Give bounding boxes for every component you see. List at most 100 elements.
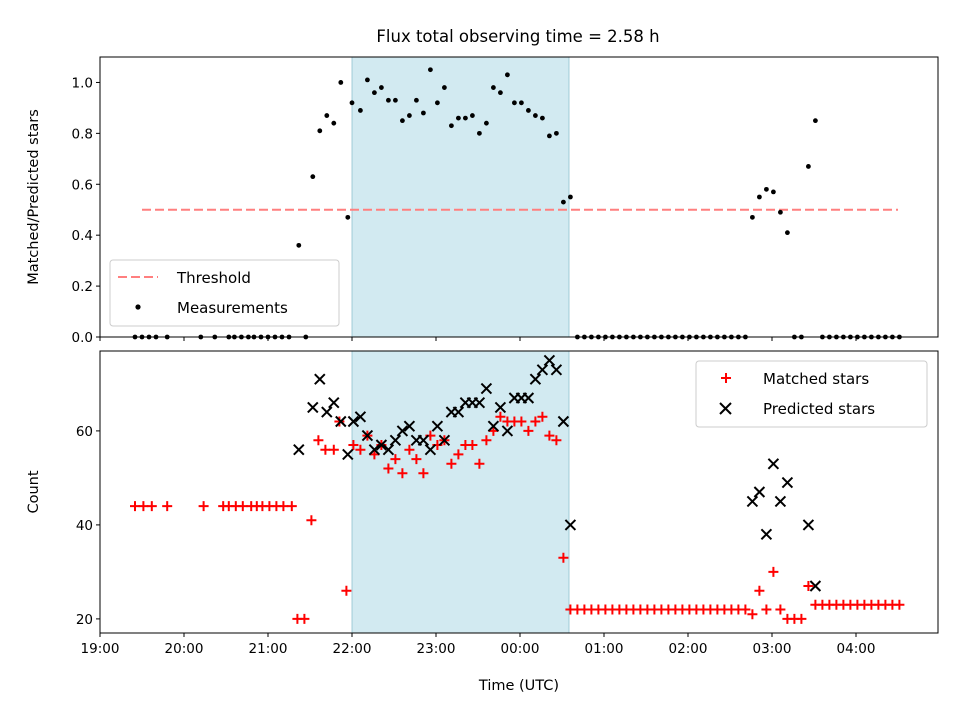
data-point	[306, 515, 317, 526]
data-point	[505, 72, 510, 78]
y-tick-label: 1.0	[72, 75, 93, 91]
y-tick-label: 0.4	[72, 228, 93, 244]
data-point	[331, 120, 337, 126]
data-point	[130, 501, 140, 512]
axes-frame	[99, 350, 939, 634]
data-point	[411, 454, 422, 465]
data-point	[418, 468, 429, 479]
data-point	[806, 164, 811, 169]
data-point	[328, 396, 340, 409]
y-tick-label: 40	[76, 518, 93, 534]
data-point	[365, 77, 370, 83]
y-tick-label: 0.6	[72, 177, 93, 193]
x-tick-label: 04:00	[837, 641, 876, 657]
data-point	[754, 585, 765, 596]
data-point	[313, 435, 324, 446]
data-point	[328, 444, 339, 455]
legend-predicted-swatch	[719, 402, 732, 415]
legend-bottom: Matched stars Predicted stars	[695, 360, 928, 428]
data-point	[438, 434, 451, 447]
data-point	[404, 444, 415, 455]
legend-measurement-label: Measurements	[177, 299, 288, 317]
legend-predicted-label: Predicted stars	[763, 400, 875, 418]
axes-frame	[99, 56, 939, 338]
chart-title: Flux total observing time = 2.58 h	[376, 27, 659, 46]
x-tick-label: 01:00	[585, 641, 624, 657]
data-point	[512, 100, 517, 106]
data-point	[335, 415, 347, 428]
data-point	[750, 214, 755, 220]
y-tick-label: 0.0	[72, 330, 93, 346]
data-point	[536, 364, 549, 376]
data-point	[802, 519, 815, 531]
shaded-interval	[352, 351, 569, 633]
data-point	[550, 364, 563, 376]
x-tick-label: 19:00	[81, 641, 120, 657]
data-point	[293, 443, 305, 456]
data-point	[349, 100, 355, 106]
data-point	[540, 115, 545, 121]
data-point	[383, 463, 394, 474]
y-tick-label: 0.2	[72, 279, 93, 295]
shaded-interval	[352, 57, 569, 337]
data-point	[533, 113, 538, 118]
data-point	[519, 100, 524, 106]
data-point	[296, 242, 302, 248]
data-point	[523, 425, 534, 436]
data-point	[809, 580, 822, 592]
data-point	[501, 425, 514, 437]
data-point	[414, 97, 419, 103]
top-panel: 0.0 0.2 0.4 0.6 0.8 1.0 Matched/Predicted star…	[26, 56, 939, 346]
data-point	[320, 444, 331, 455]
data-point	[796, 613, 807, 624]
legend-top: Threshold Measurements	[109, 259, 340, 327]
data-point	[386, 97, 391, 103]
data-point	[358, 108, 363, 113]
data-point	[481, 435, 492, 446]
x-tick-label: 23:00	[417, 641, 456, 657]
data-point	[379, 85, 384, 90]
data-point	[803, 581, 814, 591]
data-point	[372, 90, 377, 96]
data-point	[310, 174, 316, 180]
data-point	[470, 113, 475, 118]
data-point	[389, 434, 402, 447]
data-point	[746, 495, 759, 508]
data-point	[467, 440, 478, 450]
data-point	[368, 443, 381, 456]
data-point	[138, 501, 149, 512]
legend-threshold-label: Threshold	[176, 269, 251, 287]
x-tick-label: 03:00	[753, 641, 792, 657]
data-point	[491, 85, 496, 90]
legend-matched-label: Matched stars	[763, 370, 869, 388]
data-point	[393, 97, 398, 103]
legend-box	[695, 360, 928, 428]
data-point	[286, 501, 297, 512]
data-point	[551, 435, 562, 446]
data-point	[757, 194, 762, 200]
data-point	[307, 401, 319, 414]
data-point	[547, 133, 552, 139]
x-tick-label: 02:00	[669, 641, 708, 657]
data-point	[347, 415, 360, 428]
data-point	[342, 448, 354, 461]
data-point	[558, 552, 569, 563]
data-point	[774, 495, 787, 508]
data-point	[785, 230, 790, 236]
data-point	[480, 382, 493, 395]
data-point	[299, 613, 310, 624]
data-point	[317, 128, 323, 134]
data-point	[452, 406, 465, 418]
x-tick-label: 00:00	[501, 641, 540, 657]
data-point	[516, 416, 527, 427]
legend-matched-swatch	[721, 373, 731, 383]
data-point	[382, 443, 395, 456]
data-point	[407, 113, 412, 118]
data-point	[403, 420, 416, 432]
data-point	[375, 439, 388, 451]
data-point	[487, 420, 500, 432]
data-point	[543, 354, 556, 367]
data-point	[348, 440, 359, 450]
data-point	[341, 585, 352, 596]
